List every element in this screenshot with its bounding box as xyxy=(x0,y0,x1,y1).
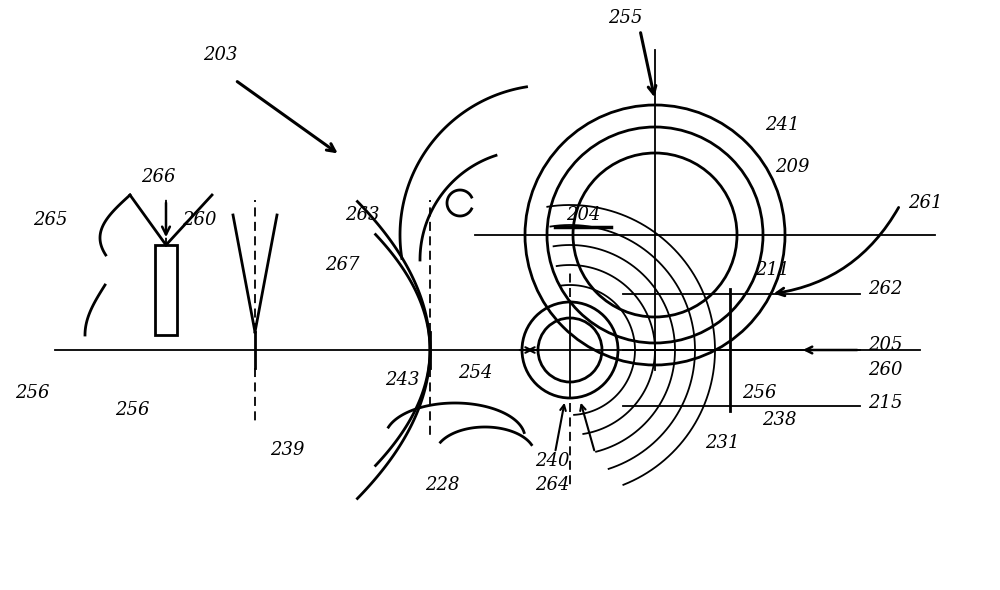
Text: 211: 211 xyxy=(755,261,790,279)
Text: 205: 205 xyxy=(868,336,902,354)
Text: 231: 231 xyxy=(705,434,740,452)
Text: 267: 267 xyxy=(325,256,359,274)
Text: 266: 266 xyxy=(141,168,175,186)
Text: 215: 215 xyxy=(868,394,902,412)
Text: 265: 265 xyxy=(33,211,67,229)
Text: 238: 238 xyxy=(762,411,796,429)
Text: 263: 263 xyxy=(345,206,379,224)
Text: 260: 260 xyxy=(868,361,902,379)
Text: 264: 264 xyxy=(535,476,570,494)
Text: 228: 228 xyxy=(425,476,460,494)
Text: 256: 256 xyxy=(742,384,776,402)
Text: 256: 256 xyxy=(15,384,50,402)
Text: 203: 203 xyxy=(203,46,237,64)
Text: 254: 254 xyxy=(458,364,493,382)
Text: 241: 241 xyxy=(765,116,800,134)
Text: 256: 256 xyxy=(115,401,150,419)
Text: 255: 255 xyxy=(608,9,642,27)
Text: 209: 209 xyxy=(775,158,810,176)
Text: 204: 204 xyxy=(566,206,600,224)
Text: 261: 261 xyxy=(908,194,942,212)
Text: 239: 239 xyxy=(270,441,305,459)
Text: 262: 262 xyxy=(868,280,902,298)
Text: 243: 243 xyxy=(385,371,420,389)
Bar xyxy=(155,245,177,335)
Text: 260: 260 xyxy=(182,211,217,229)
Text: 240: 240 xyxy=(535,452,569,470)
